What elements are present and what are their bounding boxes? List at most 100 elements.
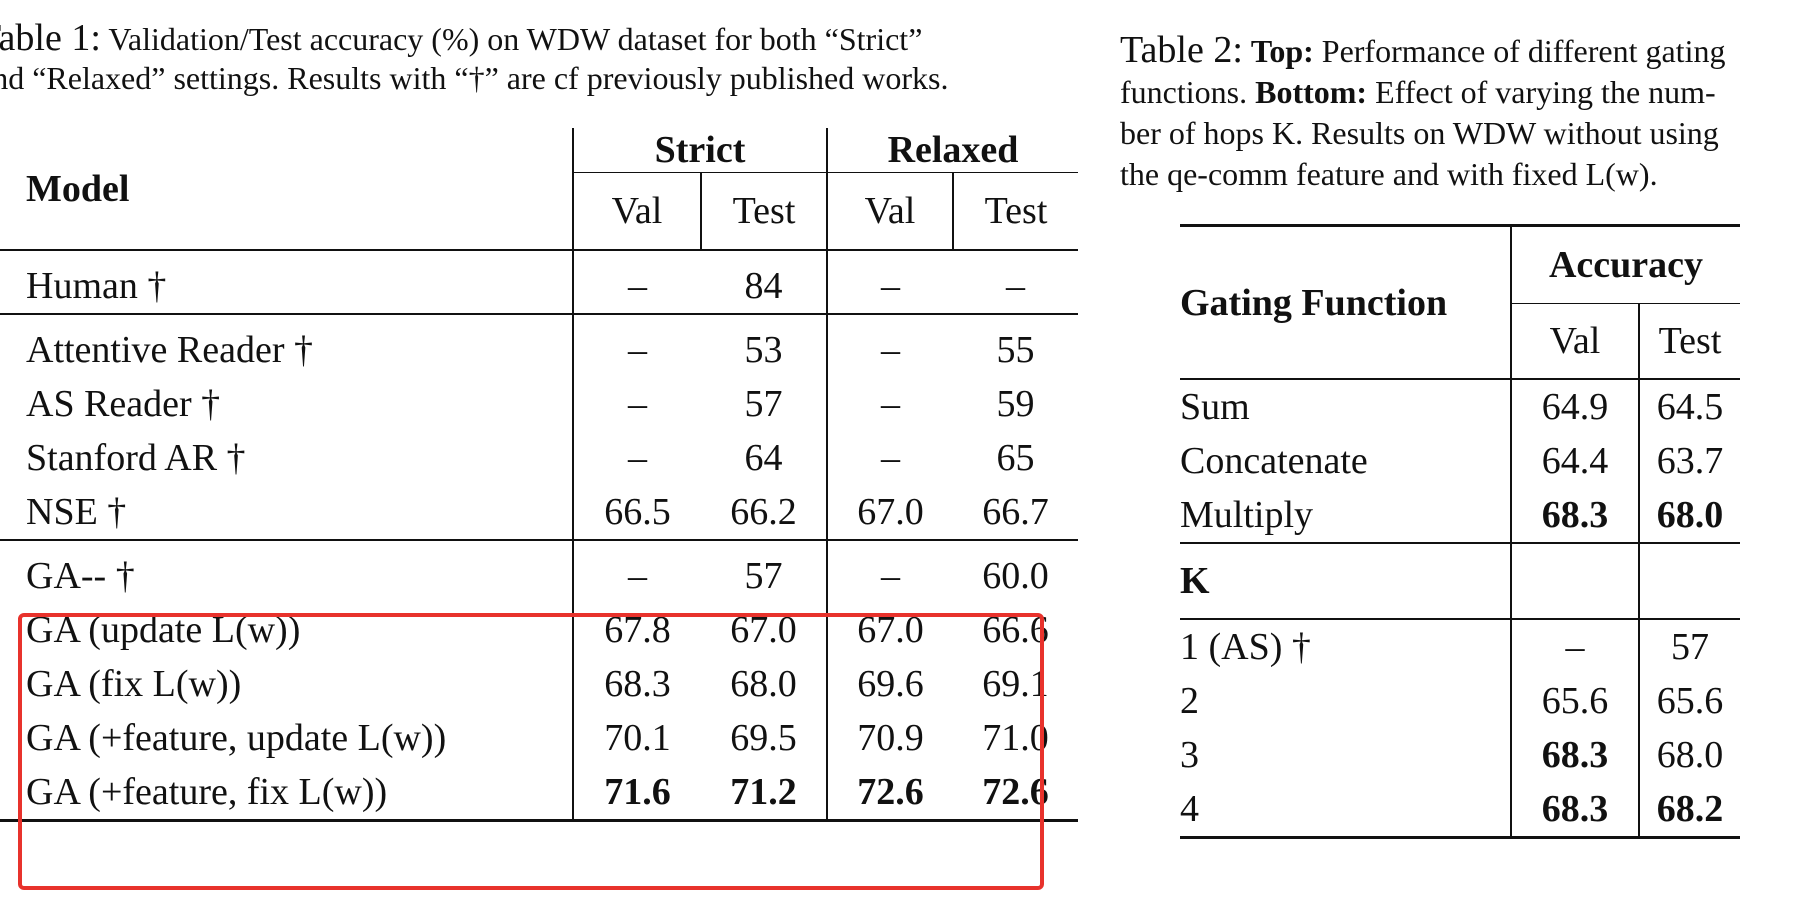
cell-val: 65.6 — [1510, 674, 1639, 728]
cell-val: 68.3 — [1510, 782, 1639, 839]
model-name: Stanford AR † — [26, 437, 246, 479]
table-row: Concatenate 64.4 63.7 — [1180, 434, 1740, 488]
cell-test: 65.6 — [1638, 674, 1740, 728]
table1-caption-line2: and “Relaxed” settings. Results with “†”… — [0, 60, 949, 96]
cell-st: 57 — [744, 383, 783, 425]
cell-test: 63.7 — [1638, 434, 1740, 488]
k-section-row: K — [1180, 542, 1740, 619]
table2-caption-line2a: functions. — [1120, 74, 1248, 110]
model-name: GA (fix L(w)) — [26, 663, 242, 705]
cell-st: 66.2 — [730, 491, 797, 533]
accuracy-header: Accuracy — [1510, 225, 1740, 304]
table2-caption-l4: the qe-comm feature and with fixed L(w). — [1120, 154, 1658, 194]
model-name: GA-- † — [0, 539, 573, 603]
cell-rv: 69.6 — [826, 657, 953, 711]
model-name: Attentive Reader † — [0, 313, 573, 377]
cell-rt: 72.6 — [953, 765, 1078, 822]
cell-rt: 66.7 — [982, 491, 1049, 533]
cell-rv: – — [826, 313, 953, 377]
model-name: GA (update L(w)) — [26, 609, 301, 651]
table-row: 1 (AS) † –57 — [1180, 618, 1740, 674]
table1-caption-label: Table 1: — [0, 17, 101, 59]
strict-header: Strict — [572, 128, 827, 173]
row-name: 3 — [1180, 734, 1199, 776]
empty-cell — [1638, 542, 1740, 619]
table2-caption-l2: functions. Bottom: Effect of varying the… — [1120, 72, 1716, 112]
relaxed-header: Relaxed — [826, 128, 1078, 173]
cell-rt: 55 — [953, 313, 1078, 377]
empty-cell — [1510, 542, 1639, 619]
table2-caption-top-text: Performance of different gating — [1321, 33, 1726, 69]
table-row: Attentive Reader † –53–55 — [0, 313, 1078, 377]
cell-val: 68.3 — [1510, 488, 1639, 543]
cell-sv: – — [572, 539, 701, 603]
cell-test: 68.0 — [1638, 728, 1740, 782]
cell-sv: – — [572, 431, 701, 485]
cell-test: 64.5 — [1638, 379, 1740, 434]
t2-test-header: Test — [1638, 303, 1740, 380]
cell-rt: – — [1006, 265, 1025, 307]
table-row: Human † – 84 – – — [0, 250, 1078, 314]
k-label: K — [1180, 542, 1511, 619]
model-name: GA (+feature, update L(w)) — [26, 717, 447, 759]
cell-rv: – — [826, 431, 953, 485]
cell-test: 68.0 — [1638, 488, 1740, 543]
cell-sv: – — [572, 250, 701, 314]
model-name: Human † — [26, 265, 167, 307]
cell-val: 68.3 — [1510, 728, 1639, 782]
cell-test: 57 — [1638, 618, 1740, 674]
table-row: NSE † 66.5 66.2 67.0 66.7 — [0, 485, 1078, 540]
table-row: GA (update L(w)) 67.8 67.0 67.0 66.6 — [0, 603, 1078, 657]
cell-sv: – — [572, 377, 701, 431]
table1-caption-line1: Validation/Test accuracy (%) on WDW data… — [108, 21, 923, 57]
table2-caption-line4: the qe-comm feature and with fixed L(w). — [1120, 156, 1658, 192]
row-name: Concatenate — [1180, 440, 1368, 482]
cell-rv: 70.9 — [826, 711, 953, 765]
cell-rt: 69.1 — [982, 663, 1049, 705]
table2-caption-label: Table 2: — [1120, 29, 1243, 71]
cell-rv: – — [826, 250, 953, 314]
table1: Model Strict Relaxed Val Test Val Test H… — [0, 128, 1078, 822]
table2-caption-l3: ber of hops K. Results on WDW without us… — [1120, 113, 1719, 153]
cell-st: 68.0 — [730, 663, 797, 705]
row-name: 2 — [1180, 680, 1199, 722]
model-header: Model — [0, 128, 573, 251]
model-name: NSE † — [26, 491, 127, 533]
cell-sv: 66.5 — [572, 485, 701, 540]
cell-val: 64.9 — [1510, 379, 1639, 434]
table1-caption-cont: and “Relaxed” settings. Results with “†”… — [0, 58, 948, 98]
cell-st: 57 — [701, 539, 827, 603]
cell-rv: 67.0 — [826, 603, 953, 657]
table-row: Stanford AR † – 64 – 65 — [0, 431, 1078, 485]
table-row: Sum 64.9 64.5 — [1180, 379, 1740, 434]
cell-st: 71.2 — [701, 765, 827, 822]
cell-rv: – — [826, 377, 953, 431]
table1-caption: Table 1: Validation/Test accuracy (%) on… — [0, 18, 922, 59]
table-row: Multiply 68.3 68.0 — [1180, 488, 1740, 543]
table-row: 3 68.3 68.0 — [1180, 728, 1740, 782]
cell-rt: 66.6 — [982, 609, 1049, 651]
model-name: AS Reader † — [26, 383, 221, 425]
cell-st: 67.0 — [730, 609, 797, 651]
table2-caption-line2b: Effect of varying the num- — [1375, 74, 1716, 110]
cell-rt: 65 — [996, 437, 1035, 479]
row-name: 4 — [1180, 782, 1511, 839]
relaxed-test-header: Test — [952, 172, 1078, 251]
cell-sv: 67.8 — [572, 603, 701, 657]
strict-test-header: Test — [700, 172, 827, 251]
gating-header: Gating Function — [1180, 225, 1511, 380]
table2-caption-bottom: Bottom: — [1255, 74, 1368, 110]
table-row: 4 68.3 68.2 — [1180, 782, 1740, 839]
cell-sv: – — [572, 313, 701, 377]
cell-st: 69.5 — [730, 717, 797, 759]
table-row: GA (+feature, update L(w)) 70.1 69.5 70.9 71… — [0, 711, 1078, 765]
relaxed-val-header: Val — [826, 172, 953, 251]
cell-st: 84 — [744, 265, 783, 307]
table-row: 2 65.6 65.6 — [1180, 674, 1740, 728]
cell-rt: 59 — [996, 383, 1035, 425]
cell-val: – — [1510, 618, 1639, 674]
cell-st: 64 — [744, 437, 783, 479]
cell-test: 68.2 — [1638, 782, 1740, 839]
cell-rv: 67.0 — [826, 485, 953, 540]
cell-rv: – — [826, 539, 953, 603]
